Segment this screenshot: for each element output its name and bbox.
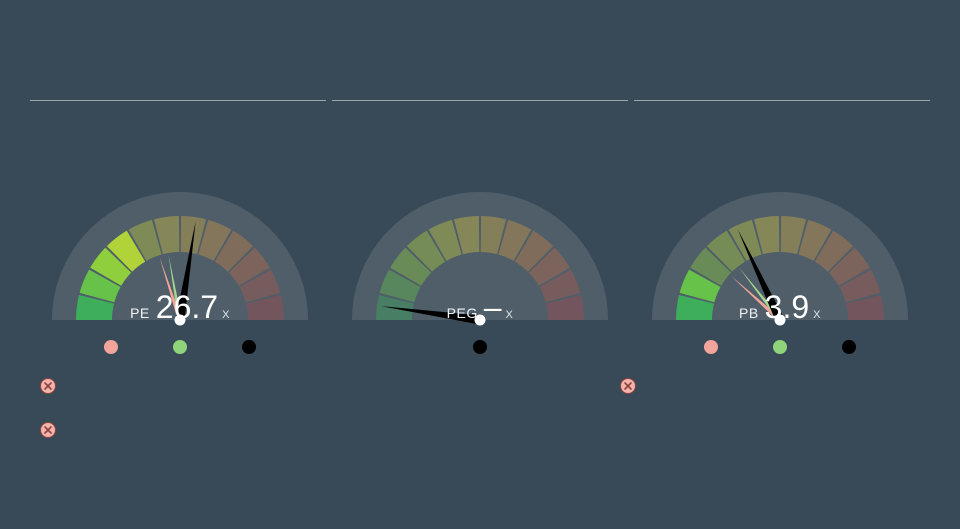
legend-dot bbox=[173, 340, 187, 354]
gauges-row: PE 26.7 X PEG – X PB 3.9 X bbox=[40, 180, 920, 354]
metric-value: – bbox=[484, 289, 502, 326]
gauge-label-row: PE 26.7 X bbox=[130, 289, 230, 326]
legend-dot bbox=[104, 340, 118, 354]
section-dividers bbox=[30, 100, 930, 101]
metric-value: 3.9 bbox=[765, 289, 809, 326]
gauge-label-row: PEG – X bbox=[447, 289, 514, 326]
divider-segment bbox=[332, 100, 628, 101]
legend-dots bbox=[473, 340, 487, 354]
metric-name: PB bbox=[739, 305, 759, 321]
divider-segment bbox=[634, 100, 930, 101]
warning-icon bbox=[40, 422, 56, 438]
warning-icon bbox=[40, 378, 56, 394]
gauge-card-pb: PB 3.9 X bbox=[640, 180, 920, 354]
legend-dot bbox=[704, 340, 718, 354]
metric-suffix: X bbox=[506, 309, 514, 321]
legend-dot bbox=[842, 340, 856, 354]
metric-name: PEG bbox=[447, 305, 478, 321]
metric-suffix: X bbox=[813, 309, 821, 321]
warning-icon bbox=[620, 378, 636, 394]
divider-segment bbox=[30, 100, 326, 101]
gauge-card-peg: PEG – X bbox=[340, 180, 620, 354]
legend-dot bbox=[773, 340, 787, 354]
legend-dot bbox=[242, 340, 256, 354]
metric-suffix: X bbox=[222, 309, 230, 321]
warnings-column bbox=[40, 378, 56, 438]
legend-dot bbox=[473, 340, 487, 354]
gauge-label-row: PB 3.9 X bbox=[739, 289, 821, 326]
metric-value: 26.7 bbox=[156, 289, 218, 326]
metric-name: PE bbox=[130, 305, 150, 321]
legend-dots bbox=[104, 340, 256, 354]
legend-dots bbox=[704, 340, 856, 354]
gauge-card-pe: PE 26.7 X bbox=[40, 180, 320, 354]
